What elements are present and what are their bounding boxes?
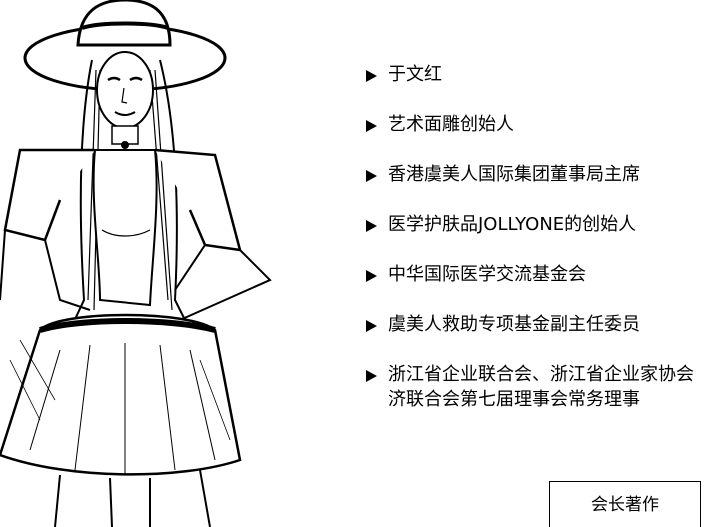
list-item: 于文红 (366, 62, 723, 87)
list-item: 虞美人救助专项基金副主任委员 (366, 312, 723, 337)
triangle-bullet-icon (366, 270, 377, 282)
list-item-text: 浙江省企业联合会、浙江省企业家协会 (388, 364, 694, 385)
list-item-text: 艺术面雕创始人 (388, 114, 514, 135)
list-item-text: 医学护肤品JOLLYONE的创始人 (388, 214, 637, 235)
triangle-bullet-icon (366, 220, 377, 232)
triangle-bullet-icon (366, 320, 377, 332)
list-item: 医学护肤品JOLLYONE的创始人 (366, 212, 723, 237)
president-books-button[interactable]: 会长著作 (549, 481, 701, 527)
woman-in-hat-illustration (0, 0, 272, 527)
list-item-text-continued: 济联合会第七届理事会常务理事 (388, 389, 640, 410)
list-item: 浙江省企业联合会、浙江省企业家协会 济联合会第七届理事会常务理事 (366, 362, 723, 412)
list-item-text: 中华国际医学交流基金会 (388, 264, 586, 285)
list-item: 香港虞美人国际集团董事局主席 (366, 162, 723, 187)
list-item-text: 于文红 (388, 64, 442, 85)
triangle-bullet-icon (366, 170, 377, 182)
triangle-bullet-icon (366, 370, 377, 382)
list-item-text: 香港虞美人国际集团董事局主席 (388, 164, 640, 185)
triangle-bullet-icon (366, 70, 377, 82)
triangle-bullet-icon (366, 120, 377, 132)
list-item: 中华国际医学交流基金会 (366, 262, 723, 287)
bio-list: 于文红 艺术面雕创始人 香港虞美人国际集团董事局主席 医学护肤品JOLLYONE… (366, 62, 723, 437)
list-item: 艺术面雕创始人 (366, 112, 723, 137)
list-item-text: 虞美人救助专项基金副主任委员 (388, 314, 640, 335)
